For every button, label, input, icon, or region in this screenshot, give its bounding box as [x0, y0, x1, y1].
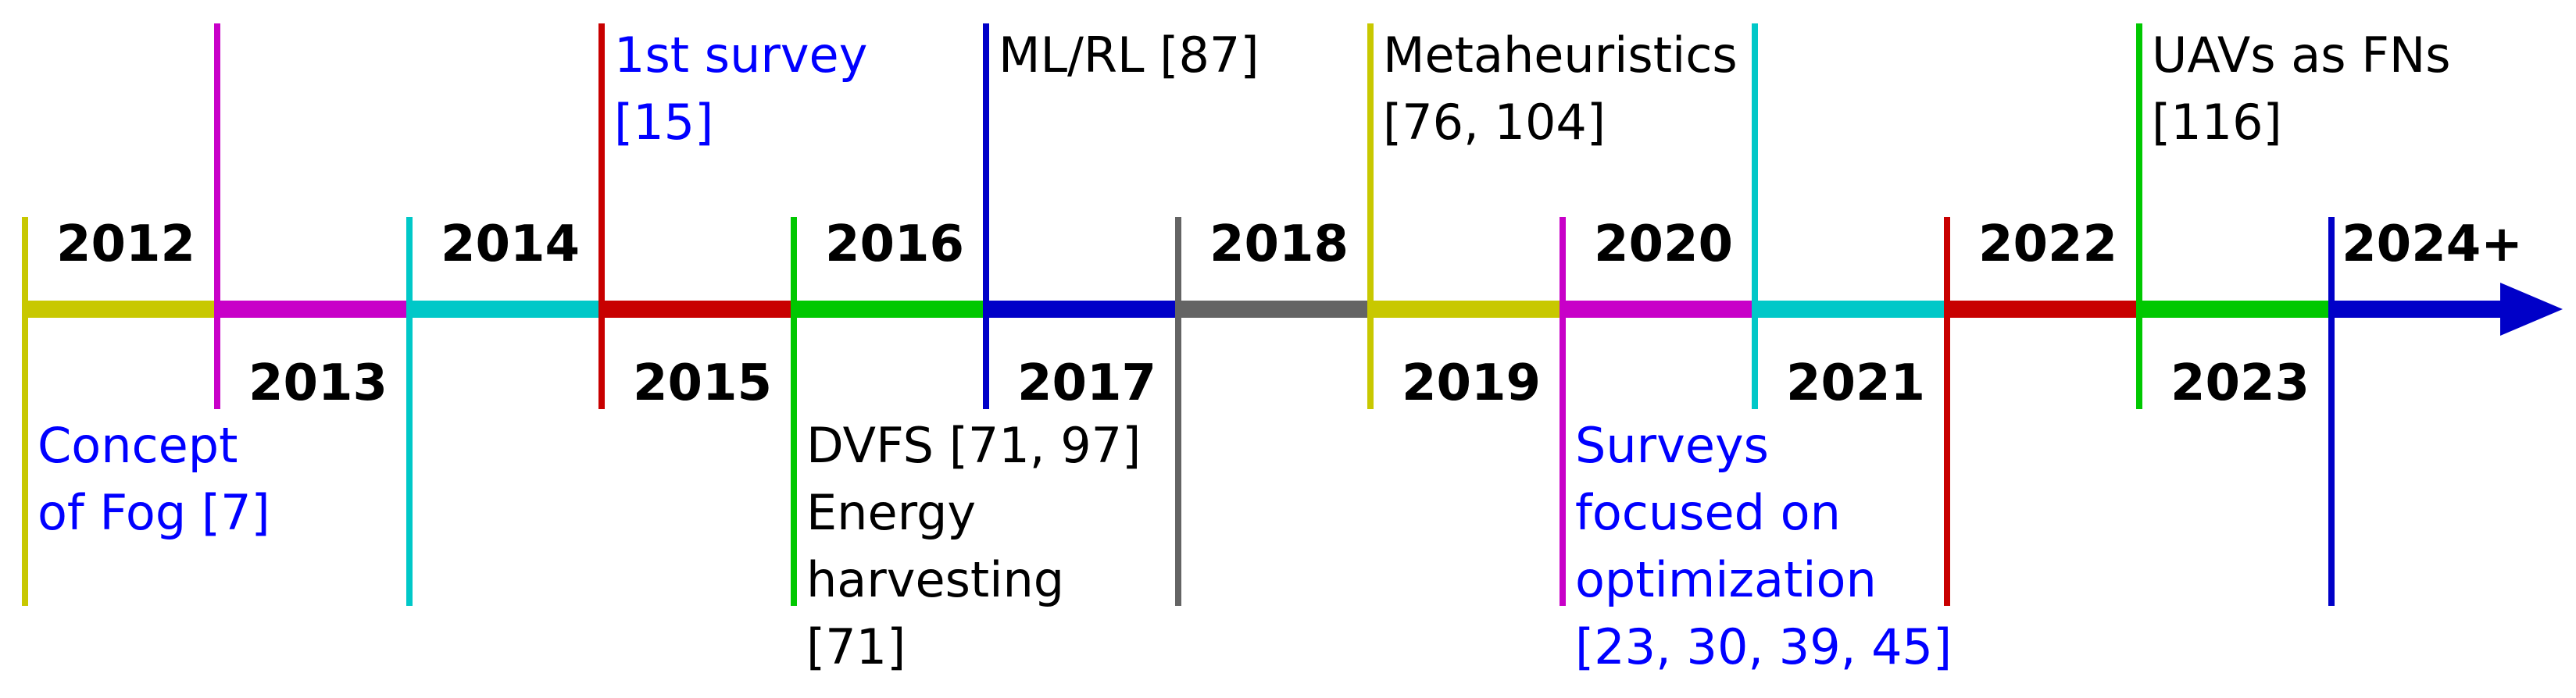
- year-label-2022: 2022: [1978, 215, 2117, 273]
- axis-segment-2014: [409, 301, 602, 318]
- axis-segment-2023: [2139, 301, 2331, 318]
- annotation-line: Metaheuristics: [1383, 27, 1738, 84]
- annotation-2015: 1st survey [15]: [614, 27, 867, 151]
- year-label-2018: 2018: [1209, 215, 1349, 273]
- axis-segment-2019: [1370, 301, 1563, 318]
- year-tick-2019: [1367, 23, 1374, 409]
- annotation-2012: Concept of Fog [7]: [38, 417, 270, 541]
- year-labels: 2012 2013 2014 2015 2016 2017 2018 2019 2020 2021…: [56, 215, 2523, 412]
- annotation-2020: Surveys focused on optimization [23, 30, 39…: [1575, 417, 1952, 675]
- year-label-2023: 2023: [2170, 354, 2310, 412]
- annotation-line: [15]: [614, 94, 713, 151]
- year-label-2019: 2019: [1402, 354, 1541, 412]
- axis-segment-2015: [602, 301, 794, 318]
- axis-segment-2013: [217, 301, 409, 318]
- axis-segment-2017: [986, 301, 1178, 318]
- axis-arrowhead: [2500, 283, 2563, 336]
- axis-segments: [25, 283, 2563, 336]
- annotation-line: Concept: [38, 417, 238, 474]
- annotation-2019: Metaheuristics [76, 104]: [1383, 27, 1738, 151]
- year-tick-2022: [1944, 217, 1950, 606]
- axis-arrow-shaft: [2331, 301, 2512, 318]
- annotation-2017: ML/RL [87]: [999, 27, 1259, 84]
- year-label-2016: 2016: [825, 215, 964, 273]
- annotation-line: ML/RL [87]: [999, 27, 1259, 84]
- annotation-line: [76, 104]: [1383, 94, 1606, 151]
- year-label-2024+: 2024+: [2342, 215, 2523, 273]
- annotation-line: Surveys: [1575, 417, 1769, 474]
- axis-segment-2012: [25, 301, 217, 318]
- annotation-2023: UAVs as FNs [116]: [2152, 27, 2451, 151]
- year-label-2020: 2020: [1594, 215, 1733, 273]
- axis-segment-2022: [1947, 301, 2139, 318]
- year-tick-2018: [1175, 217, 1181, 606]
- year-label-2015: 2015: [633, 354, 772, 412]
- axis-segment-2020: [1563, 301, 1755, 318]
- annotation-line: UAVs as FNs: [2152, 27, 2451, 84]
- year-tick-2017: [983, 23, 989, 409]
- year-tick-2012: [22, 217, 28, 606]
- annotation-line: [116]: [2152, 94, 2282, 151]
- annotation-line: Energy: [806, 484, 976, 541]
- year-tick-2015: [598, 23, 605, 409]
- year-label-2014: 2014: [441, 215, 580, 273]
- annotation-line: DVFS [71, 97]: [806, 417, 1141, 474]
- year-label-2012: 2012: [56, 215, 195, 273]
- annotation-line: focused on: [1575, 484, 1841, 541]
- year-tick-2014: [406, 217, 413, 606]
- year-tick-2024+: [2328, 217, 2335, 606]
- year-ticks: [22, 23, 2335, 606]
- year-label-2013: 2013: [248, 354, 388, 412]
- axis-segment-2021: [1755, 301, 1947, 318]
- milestone-annotations: Concept of Fog [7] 1st survey [15] DVFS [71,…: [38, 27, 2451, 675]
- annotation-line: [71]: [806, 618, 906, 675]
- annotation-line: of Fog [7]: [38, 484, 270, 541]
- axis-segment-2018: [1178, 301, 1370, 318]
- annotation-line: 1st survey: [614, 27, 867, 84]
- year-tick-2013: [214, 23, 220, 409]
- year-tick-2023: [2136, 23, 2142, 409]
- year-label-2021: 2021: [1786, 354, 1925, 412]
- annotation-line: optimization: [1575, 551, 1877, 608]
- annotation-2016: DVFS [71, 97] Energy harvesting [71]: [806, 417, 1141, 675]
- year-tick-2021: [1752, 23, 1758, 409]
- annotation-line: [23, 30, 39, 45]: [1575, 618, 1952, 675]
- year-label-2017: 2017: [1017, 354, 1156, 412]
- year-tick-2020: [1560, 217, 1566, 606]
- year-tick-2016: [791, 217, 797, 606]
- annotation-line: harvesting: [806, 551, 1064, 608]
- axis-segment-2016: [794, 301, 986, 318]
